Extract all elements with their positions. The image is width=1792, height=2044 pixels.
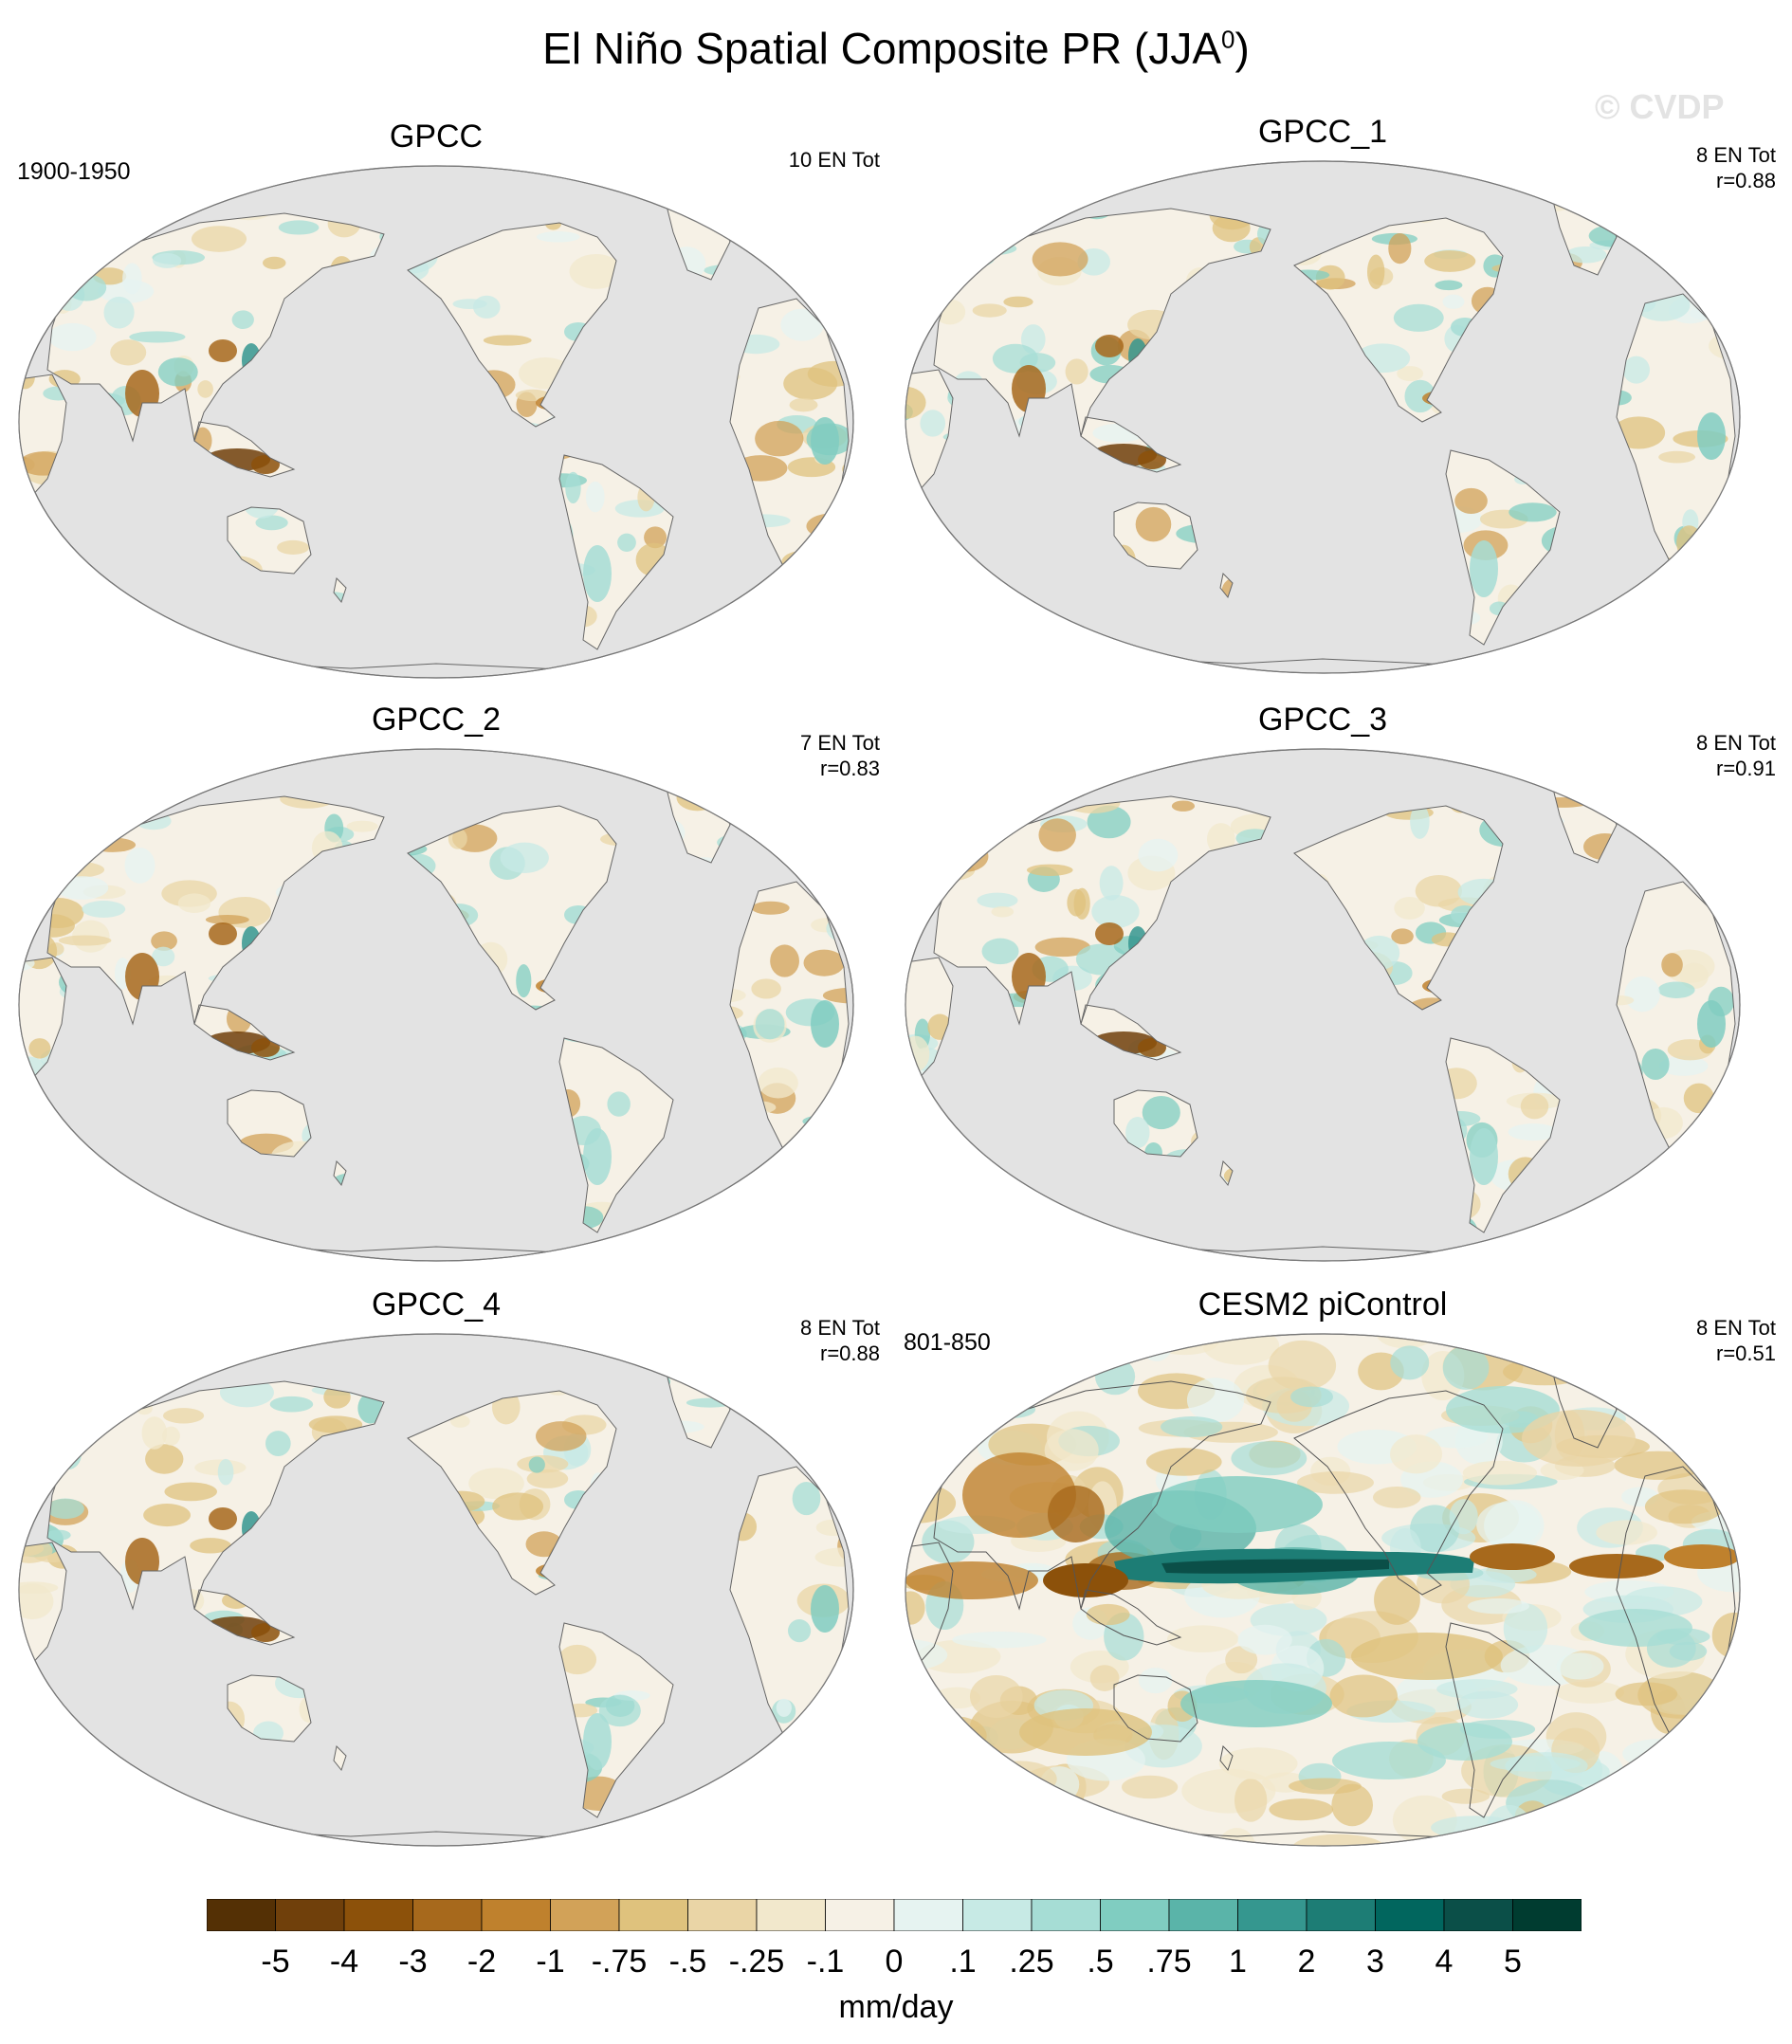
world-map bbox=[905, 1333, 1741, 1847]
world-map bbox=[18, 165, 854, 679]
event-count: 8 EN Tot bbox=[1696, 143, 1776, 167]
panel-title: GPCC_2 bbox=[371, 702, 502, 738]
colorbar-tick-label: .5 bbox=[1087, 1944, 1114, 1980]
colorbar-swatch bbox=[687, 1899, 758, 1931]
map-panel-gpcc-3: GPCC_3 8 EN Tot r=0.91 bbox=[896, 702, 1776, 1262]
pattern-correlation: r=0.91 bbox=[1716, 757, 1776, 780]
colorbar-swatch bbox=[618, 1899, 688, 1931]
title-superscript: 0 bbox=[1221, 25, 1235, 54]
colorbar-tick-label: -3 bbox=[398, 1944, 428, 1980]
panel-title: GPCC_4 bbox=[371, 1287, 502, 1323]
colorbar-swatch bbox=[962, 1899, 1033, 1931]
colorbar-tick-label: .75 bbox=[1146, 1944, 1192, 1980]
world-map bbox=[905, 748, 1741, 1262]
colorbar-tick-label: .1 bbox=[949, 1944, 977, 1980]
pattern-correlation: r=0.83 bbox=[820, 757, 880, 780]
colorbar-tick-label: -.25 bbox=[728, 1944, 785, 1980]
pattern-correlation: r=0.88 bbox=[1716, 169, 1776, 192]
colorbar-swatch bbox=[412, 1899, 483, 1931]
pattern-correlation: r=0.88 bbox=[820, 1341, 880, 1365]
colorbar bbox=[207, 1899, 1582, 1931]
panel-stats: 7 EN Tot r=0.83 bbox=[690, 730, 880, 781]
title-close: ) bbox=[1234, 24, 1250, 73]
colorbar-tick-label: 4 bbox=[1435, 1944, 1454, 1980]
colorbar-tick-label: 3 bbox=[1366, 1944, 1384, 1980]
event-count: 7 EN Tot bbox=[800, 731, 880, 755]
map-panel-gpcc-4: GPCC_4 8 EN Tot r=0.88 bbox=[9, 1287, 880, 1847]
panel-stats: 10 EN Tot bbox=[690, 147, 880, 173]
colorbar-swatch bbox=[275, 1899, 345, 1931]
period-label: 801-850 bbox=[904, 1329, 991, 1356]
event-count: 10 EN Tot bbox=[788, 148, 880, 172]
panel-title: GPCC bbox=[389, 119, 484, 155]
map-panel-gpcc-1: GPCC_1 8 EN Tot r=0.88 bbox=[896, 114, 1776, 674]
panel-stats: 8 EN Tot r=0.91 bbox=[1586, 730, 1776, 781]
colorbar-swatch bbox=[825, 1899, 895, 1931]
event-count: 8 EN Tot bbox=[1696, 1316, 1776, 1340]
colorbar-swatch bbox=[756, 1899, 826, 1931]
colorbar-tick-label: .25 bbox=[1009, 1944, 1054, 1980]
colorbar-tick-label: -.1 bbox=[806, 1944, 845, 1980]
panel-title: GPCC_3 bbox=[1257, 702, 1388, 738]
colorbar-swatch bbox=[1168, 1899, 1238, 1931]
event-count: 8 EN Tot bbox=[800, 1316, 880, 1340]
pattern-correlation: r=0.51 bbox=[1716, 1341, 1776, 1365]
colorbar-tick-label: 0 bbox=[885, 1944, 904, 1980]
period-label: 1900-1950 bbox=[17, 158, 131, 185]
colorbar-swatch bbox=[550, 1899, 620, 1931]
colorbar-tick-label: 1 bbox=[1229, 1944, 1247, 1980]
figure-title: El Niño Spatial Composite PR (JJA0) bbox=[0, 23, 1792, 74]
world-map bbox=[18, 748, 854, 1262]
colorbar-units: mm/day bbox=[838, 1989, 954, 2025]
colorbar-swatch bbox=[207, 1899, 276, 1931]
colorbar-swatch bbox=[481, 1899, 551, 1931]
world-map bbox=[905, 160, 1741, 674]
cvdp-watermark: © CVDP bbox=[1595, 87, 1725, 126]
colorbar-tick-label: -.75 bbox=[591, 1944, 648, 1980]
colorbar-swatch bbox=[1306, 1899, 1376, 1931]
colorbar-tick-label: -1 bbox=[536, 1944, 565, 1980]
event-count: 8 EN Tot bbox=[1696, 731, 1776, 755]
colorbar-swatch bbox=[1100, 1899, 1170, 1931]
colorbar-swatch bbox=[1237, 1899, 1307, 1931]
panel-title: GPCC_1 bbox=[1257, 114, 1388, 150]
panel-stats: 8 EN Tot r=0.88 bbox=[690, 1315, 880, 1366]
colorbar-tick-label: -5 bbox=[261, 1944, 290, 1980]
world-map bbox=[18, 1333, 854, 1847]
colorbar-swatch bbox=[1031, 1899, 1101, 1931]
panel-title: CESM2 piControl bbox=[1198, 1287, 1448, 1323]
title-text: El Niño Spatial Composite PR (JJA bbox=[542, 24, 1222, 73]
colorbar-tick-label: -2 bbox=[466, 1944, 497, 1980]
colorbar-tick-label: 5 bbox=[1504, 1944, 1522, 1980]
colorbar-swatch bbox=[1375, 1899, 1445, 1931]
colorbar-swatch bbox=[1443, 1899, 1513, 1931]
colorbar-tick-label: 2 bbox=[1297, 1944, 1316, 1980]
map-panel-gpcc: GPCC 1900-1950 10 EN Tot bbox=[9, 119, 880, 679]
colorbar-swatch bbox=[343, 1899, 413, 1931]
colorbar-swatch bbox=[893, 1899, 963, 1931]
colorbar-tick-label: -4 bbox=[329, 1944, 359, 1980]
panel-stats: 8 EN Tot r=0.51 bbox=[1586, 1315, 1776, 1366]
colorbar-tick-label: -.5 bbox=[668, 1944, 707, 1980]
map-panel-gpcc-2: GPCC_2 7 EN Tot r=0.83 bbox=[9, 702, 880, 1262]
panel-stats: 8 EN Tot r=0.88 bbox=[1586, 142, 1776, 193]
map-panel-cesm2-picontrol: CESM2 piControl 801-850 8 EN Tot r=0.51 bbox=[896, 1287, 1776, 1847]
colorbar-swatch bbox=[1512, 1899, 1582, 1931]
